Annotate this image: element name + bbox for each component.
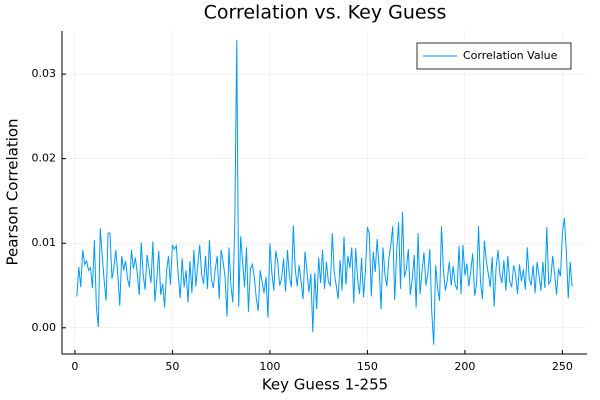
x-tick-label: 50 [165,360,179,373]
legend-label: Correlation Value [463,49,558,62]
x-tick-label: 200 [454,360,475,373]
data-line [76,40,573,345]
x-axis-label: Key Guess 1-255 [262,376,388,394]
x-tick-label: 250 [552,360,573,373]
x-tick-label: 100 [259,360,280,373]
y-axis-label: Pearson Correlation [4,118,22,265]
chart-title: Correlation vs. Key Guess [204,2,447,24]
x-tick-label: 150 [357,360,378,373]
y-tick-label: 0.01 [32,236,57,249]
x-tick-label: 0 [71,360,78,373]
y-tick-label: 0.02 [32,152,57,165]
y-tick-label: 0.00 [32,321,57,334]
y-tick-label: 0.03 [32,67,57,80]
